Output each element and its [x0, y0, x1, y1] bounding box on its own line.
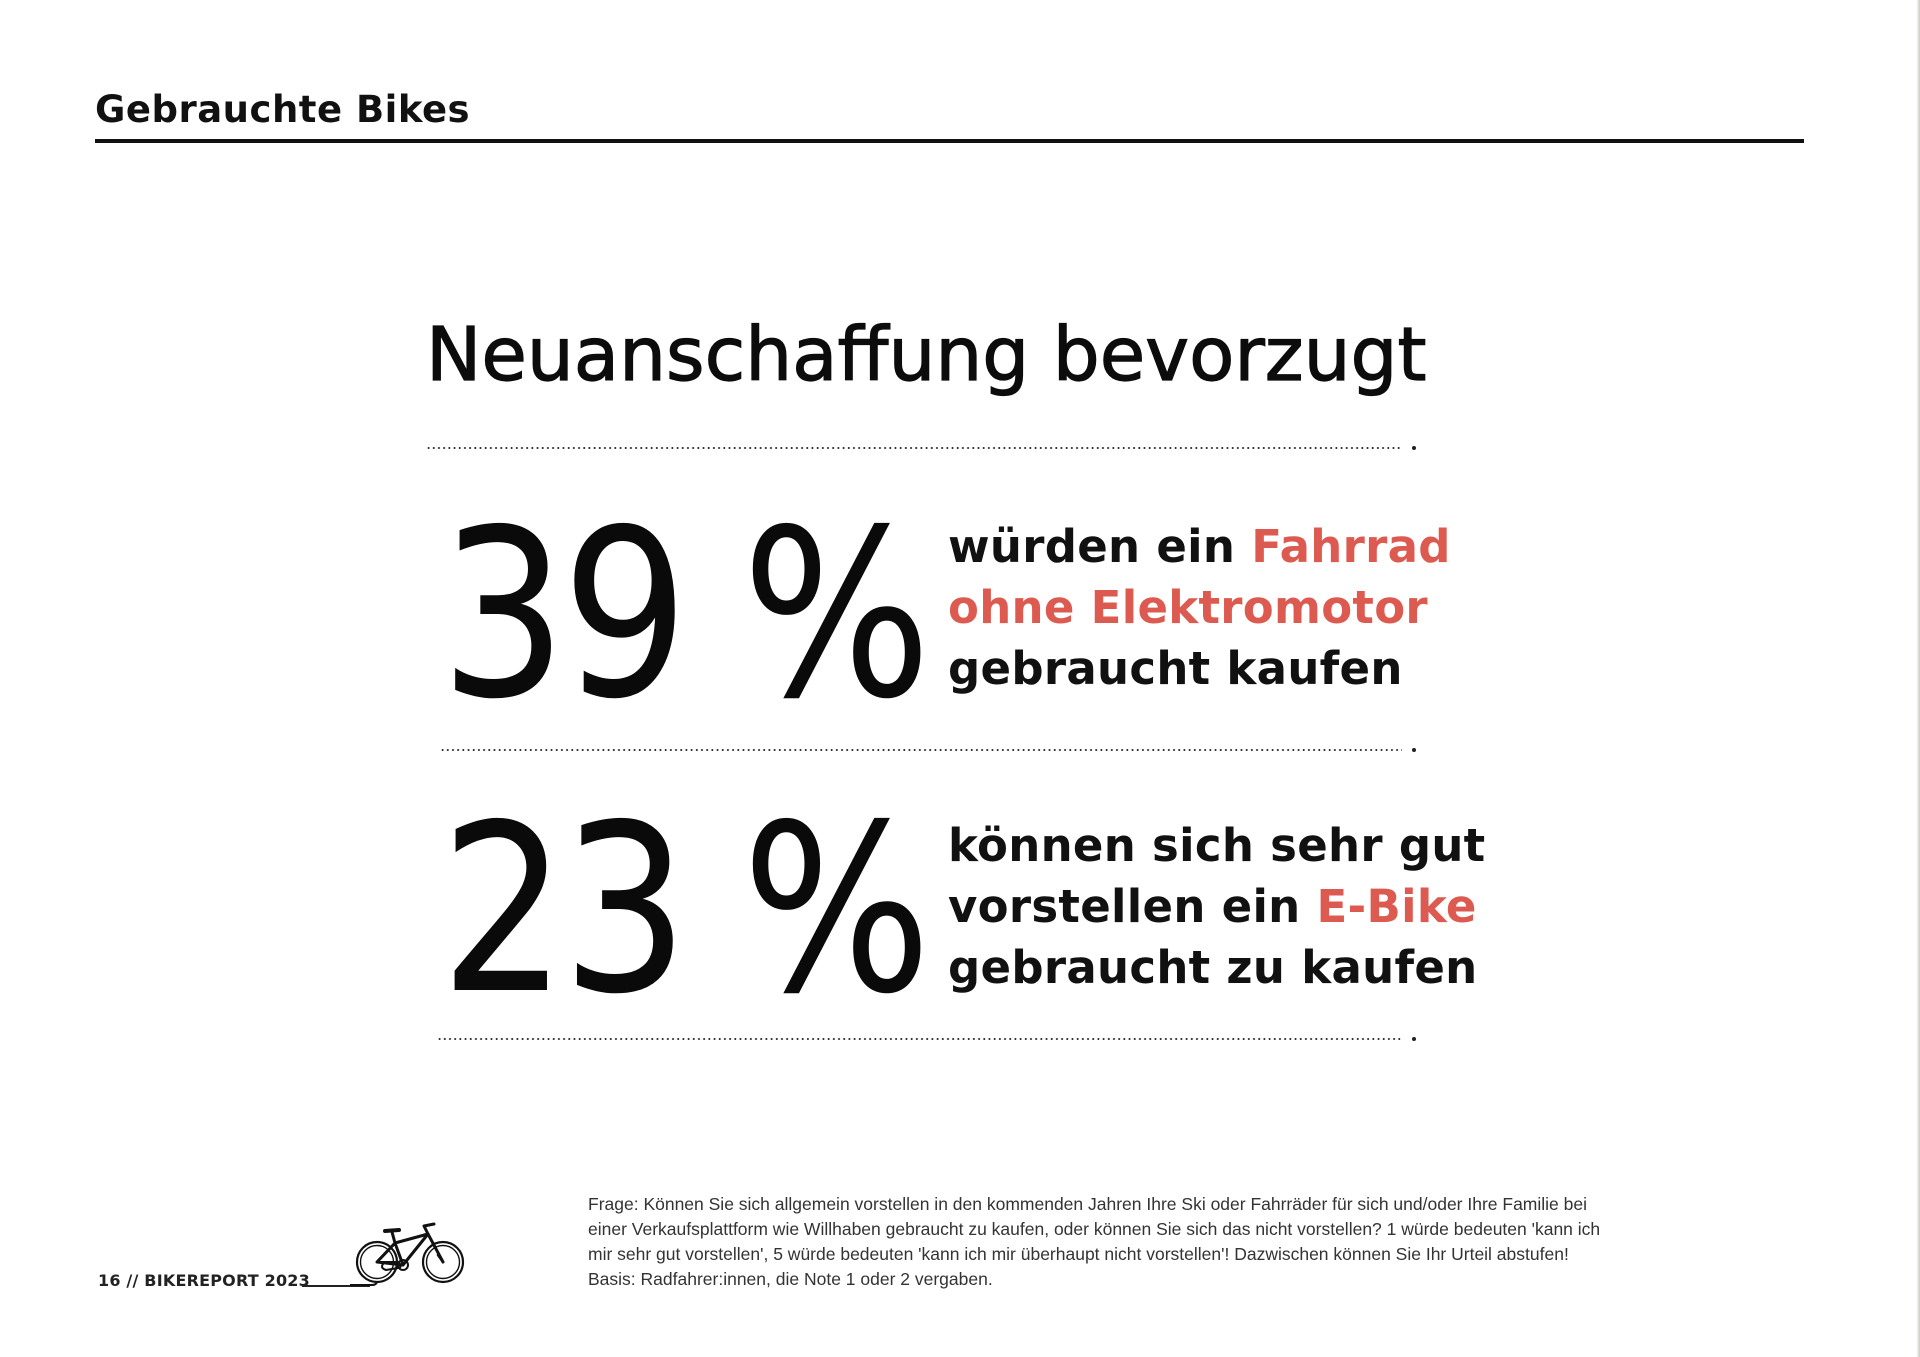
desc-text: gebraucht zu kaufen — [948, 941, 1478, 994]
section-rule — [95, 139, 1804, 143]
section-title: Gebrauchte Bikes — [95, 88, 471, 131]
desc-highlight: ohne Elektromotor — [948, 581, 1428, 634]
page-number-label: 16 // BIKEREPORT 2023 — [98, 1271, 310, 1290]
desc-highlight: Fahrrad — [1251, 520, 1451, 573]
stat-desc-line: können sich sehr gut — [948, 815, 1485, 876]
stat-desc-line: vorstellen ein E-Bike — [948, 876, 1485, 937]
footnote-line: mir sehr gut vorstellen', 5 würde bedeut… — [588, 1244, 1569, 1264]
desc-text: können sich sehr gut — [948, 819, 1486, 872]
stat-desc-line: gebraucht kaufen — [948, 638, 1451, 699]
stat-desc-line: ohne Elektromotor — [948, 577, 1451, 638]
stat-desc-line: gebraucht zu kaufen — [948, 937, 1485, 998]
desc-text: vorstellen ein — [948, 880, 1317, 933]
footer-line — [302, 1285, 370, 1287]
desc-text: würden ein — [948, 520, 1252, 573]
dotted-separator — [437, 1037, 1418, 1041]
page-edge — [1917, 0, 1920, 1357]
stat-value: 39 % — [440, 480, 931, 750]
page-headline: Neuanschaffung bevorzugt — [425, 311, 1427, 398]
stat-description: würden ein Fahrrad ohne Elektromotor geb… — [948, 516, 1451, 699]
stat-description: können sich sehr gut vorstellen ein E-Bi… — [948, 815, 1485, 998]
footnote-line: Basis: Radfahrer:innen, die Note 1 oder … — [588, 1269, 993, 1289]
footnote-line: Frage: Können Sie sich allgemein vorstel… — [588, 1194, 1587, 1214]
footnote-line: einer Verkaufsplattform wie Willhaben ge… — [588, 1219, 1601, 1239]
stat-value: 23 % — [440, 775, 931, 1045]
bicycle-icon — [350, 1222, 465, 1286]
stat-block-39: 39 % würden ein Fahrrad ohne Elektromoto… — [430, 480, 1450, 750]
stat-desc-line: würden ein Fahrrad — [948, 516, 1451, 577]
footnote: Frage: Können Sie sich allgemein vorstel… — [588, 1192, 1818, 1292]
dotted-separator — [440, 748, 1418, 752]
dotted-separator — [426, 446, 1418, 450]
stat-block-23: 23 % können sich sehr gut vorstellen ein… — [430, 775, 1485, 1045]
desc-highlight: E-Bike — [1316, 880, 1477, 933]
desc-text: gebraucht kaufen — [948, 642, 1403, 695]
